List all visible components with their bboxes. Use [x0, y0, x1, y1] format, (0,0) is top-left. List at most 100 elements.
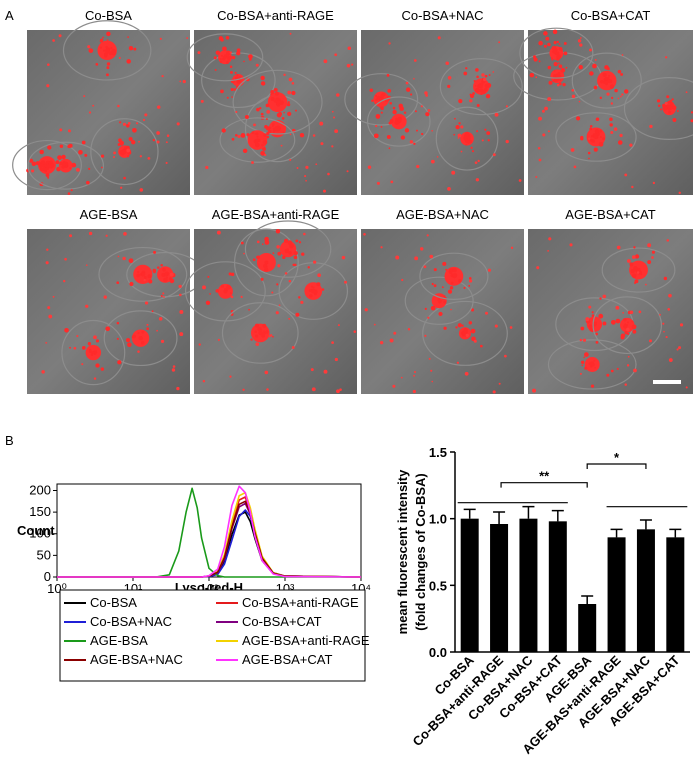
lysosome: [447, 75, 452, 80]
lysosome: [600, 80, 604, 84]
lysosome: [137, 350, 140, 353]
lysosome: [42, 166, 47, 172]
lysosome: [606, 373, 610, 377]
lysosome: [163, 274, 166, 277]
lysosome: [221, 54, 224, 57]
lysosome: [237, 134, 241, 139]
lysosome: [123, 176, 126, 180]
lysosome: [615, 305, 620, 310]
lysosome: [633, 266, 638, 271]
lysosome: [558, 43, 561, 45]
lysosome: [101, 166, 103, 169]
lysosome: [454, 117, 456, 120]
lysosome: [321, 288, 325, 291]
lysosome: [588, 157, 590, 160]
lysosome: [593, 359, 596, 362]
lysosome: [148, 279, 153, 284]
lysosome: [474, 87, 480, 93]
lysosome: [222, 46, 227, 52]
lysosome: [541, 109, 545, 113]
lysosome: [666, 239, 670, 242]
lysosome: [606, 92, 610, 96]
lysosome: [617, 140, 623, 145]
bar: [490, 524, 509, 652]
lysosome: [617, 69, 622, 74]
y-tick-label: 0.0: [429, 645, 447, 660]
bar: [636, 529, 655, 652]
cell-outline: [519, 27, 594, 79]
lysosome: [139, 336, 143, 340]
lysosome: [253, 140, 256, 143]
lysosome: [624, 323, 627, 325]
lysosome: [573, 165, 577, 169]
lysosome: [475, 68, 479, 72]
lysosome: [463, 71, 468, 76]
lysosome: [668, 358, 673, 362]
lysosome: [122, 122, 127, 126]
lysosome: [152, 138, 156, 142]
lysosome: [223, 290, 228, 294]
lysosome: [137, 270, 140, 274]
lysosome: [560, 67, 566, 73]
cell-outline: [27, 141, 104, 190]
lysosome: [456, 361, 460, 364]
lysosome: [160, 264, 163, 267]
lysosome: [538, 158, 542, 162]
lysosome: [431, 380, 434, 383]
lysosome: [392, 106, 396, 110]
lysosome: [538, 60, 541, 63]
lysosome: [371, 99, 374, 103]
lysosome: [259, 328, 263, 332]
lysosome: [236, 73, 239, 76]
lysosome: [288, 279, 292, 283]
lysosome: [88, 167, 91, 170]
lysosome: [277, 264, 281, 268]
lysosome: [295, 312, 300, 317]
lysosome: [552, 29, 558, 35]
lysosome: [389, 101, 393, 105]
lysosome: [563, 51, 568, 56]
lysosome: [116, 321, 120, 325]
lysosome: [616, 367, 619, 370]
lysosome: [579, 37, 582, 39]
bracket: [500, 482, 588, 488]
lysosome: [200, 99, 204, 103]
lysosome: [560, 50, 563, 52]
lysosome: [153, 270, 156, 274]
lysosome: [579, 338, 583, 342]
lysosome: [156, 105, 161, 109]
lysosome: [263, 263, 267, 268]
lysosome: [86, 180, 90, 185]
lysosome: [660, 108, 663, 111]
lysosome: [289, 32, 292, 35]
lysosome: [242, 388, 245, 391]
lysosome: [535, 76, 538, 79]
lysosome: [38, 163, 44, 168]
lysosome: [255, 342, 260, 347]
lysosome: [587, 151, 591, 155]
lysosome: [579, 372, 582, 375]
lysosome: [450, 281, 454, 285]
lysosome: [296, 167, 299, 169]
lysosome: [243, 60, 245, 63]
cell-outline: [103, 310, 178, 367]
lysosome: [254, 142, 260, 148]
bar: [548, 521, 567, 652]
lysosome: [81, 140, 86, 145]
lysosome: [395, 255, 400, 260]
lysosome: [144, 301, 149, 305]
lysosome: [47, 306, 51, 310]
lysosome: [364, 308, 368, 312]
lysosome: [163, 277, 168, 283]
lysosome: [609, 117, 613, 122]
lysosome: [556, 54, 562, 59]
lysosome: [690, 119, 693, 123]
lysosome: [222, 58, 225, 61]
lysosome: [460, 125, 464, 129]
y-tick-label: 200: [29, 482, 51, 497]
lysosome: [278, 304, 281, 306]
lysosome: [47, 145, 52, 150]
lysosome: [301, 252, 305, 256]
lysosome: [461, 324, 464, 327]
lysosome: [289, 243, 294, 249]
